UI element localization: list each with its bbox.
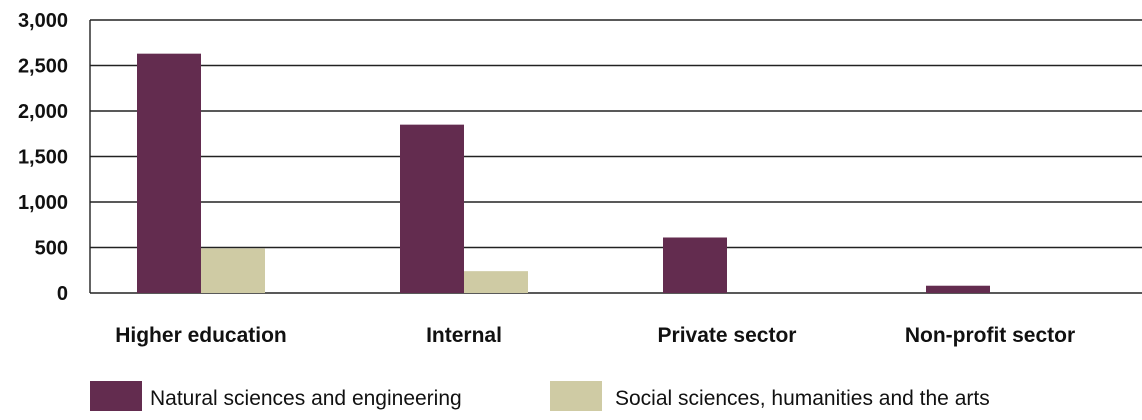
x-category-label-non-profit-sector: Non-profit sector [905,324,1075,347]
x-category-label-private-sector: Private sector [658,324,797,347]
y-axis-tick-labels: 0 500 1,000 1,500 2,000 2,500 3,000 [18,10,68,305]
legend-label-natural-sciences: Natural sciences and engineering [150,387,462,410]
y-tick-label-500: 500 [35,238,68,260]
y-tick-label-1-500: 1,500 [18,147,68,169]
x-category-label-higher-education: Higher education [115,324,287,347]
bar-higher-education-natural-sciences [137,53,201,293]
legend: Natural sciences and engineering Social s… [90,381,990,411]
legend-label-social-sciences: Social sciences, humanities and the arts [615,387,990,410]
bar-internal-natural-sciences [400,124,464,294]
legend-swatch-social-sciences [550,381,602,411]
y-tick-label-0: 0 [57,283,68,305]
x-category-label-internal: Internal [426,324,502,347]
y-tick-label-2-500: 2,500 [18,56,68,78]
bar-non-profit-sector-natural-sciences [926,285,990,293]
y-tick-label-1-000: 1,000 [18,192,68,214]
bar-internal-social-sciences [464,271,528,293]
x-axis-category-labels: Higher education Internal Private sector No… [115,324,1075,347]
y-tick-label-3-000: 3,000 [18,10,68,32]
legend-swatch-natural-sciences [90,381,142,411]
gridlines [90,19,1142,249]
bar-private-sector-natural-sciences [663,237,727,293]
bar-higher-education-social-sciences [201,248,265,293]
y-tick-label-2-000: 2,000 [18,101,68,123]
bars [137,53,990,294]
